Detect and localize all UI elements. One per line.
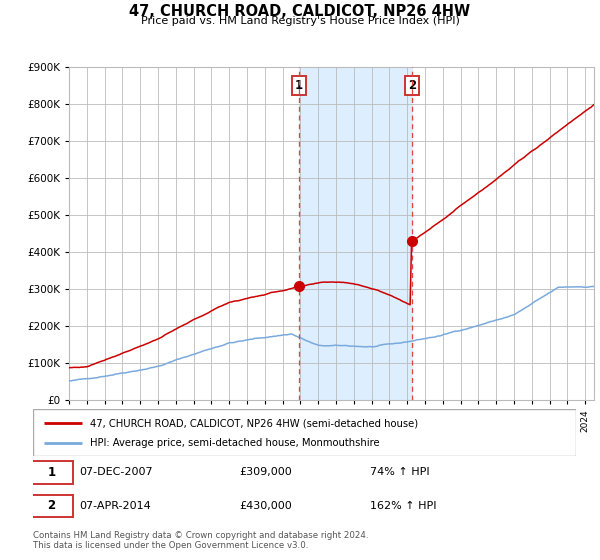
Text: 1: 1 [295,79,303,92]
Text: 2: 2 [408,79,416,92]
Text: 74% ↑ HPI: 74% ↑ HPI [370,468,429,477]
Text: 2: 2 [47,500,56,512]
Text: Price paid vs. HM Land Registry's House Price Index (HPI): Price paid vs. HM Land Registry's House … [140,16,460,26]
FancyBboxPatch shape [30,494,73,517]
FancyBboxPatch shape [30,461,73,484]
Text: 47, CHURCH ROAD, CALDICOT, NP26 4HW (semi-detached house): 47, CHURCH ROAD, CALDICOT, NP26 4HW (sem… [90,418,418,428]
Text: 1: 1 [47,466,56,479]
Text: £309,000: £309,000 [239,468,292,477]
Bar [299,67,412,400]
FancyBboxPatch shape [33,409,576,456]
Text: 07-APR-2014: 07-APR-2014 [79,501,151,511]
Text: Contains HM Land Registry data © Crown copyright and database right 2024.
This d: Contains HM Land Registry data © Crown c… [33,531,368,550]
Text: 47, CHURCH ROAD, CALDICOT, NP26 4HW: 47, CHURCH ROAD, CALDICOT, NP26 4HW [130,4,470,20]
Text: 07-DEC-2007: 07-DEC-2007 [79,468,153,477]
Text: £430,000: £430,000 [239,501,292,511]
Text: 162% ↑ HPI: 162% ↑ HPI [370,501,436,511]
Text: HPI: Average price, semi-detached house, Monmouthshire: HPI: Average price, semi-detached house,… [90,438,380,448]
